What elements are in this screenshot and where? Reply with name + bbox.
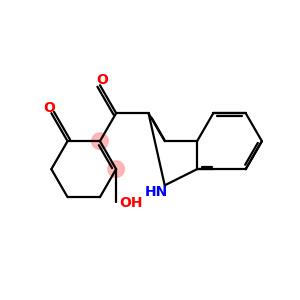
Circle shape [92, 133, 108, 149]
Text: OH: OH [119, 196, 142, 210]
Circle shape [108, 161, 124, 177]
Text: O: O [43, 101, 55, 115]
Text: HN: HN [144, 185, 167, 199]
Text: O: O [96, 73, 108, 87]
